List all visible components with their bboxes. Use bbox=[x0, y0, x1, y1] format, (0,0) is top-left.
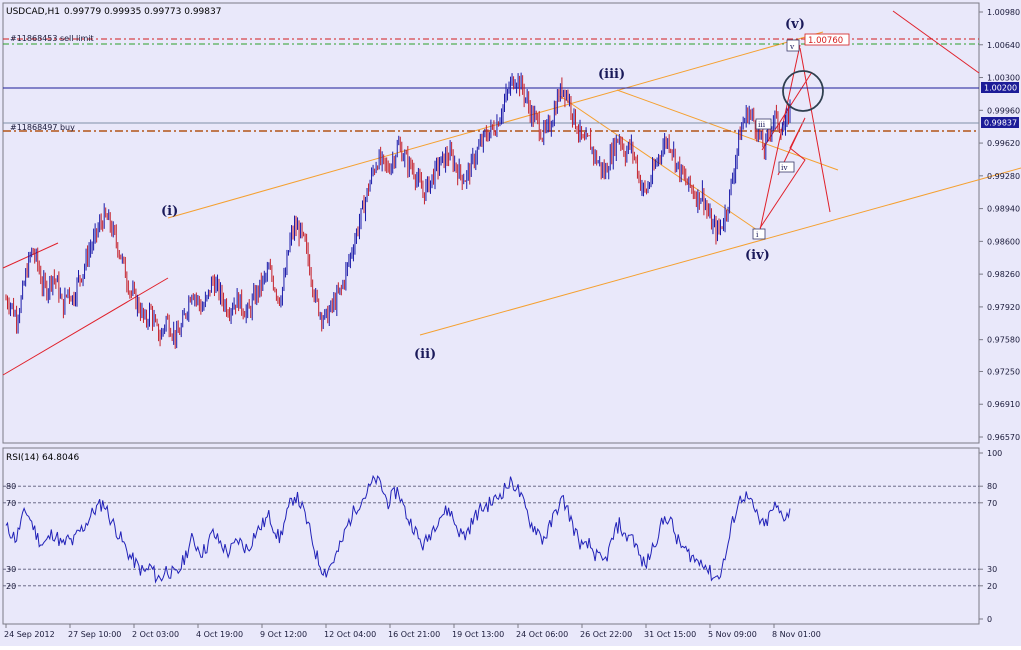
time-tick-label: 16 Oct 21:00 bbox=[388, 630, 440, 639]
time-tick-label: 27 Sep 10:00 bbox=[68, 630, 121, 639]
rsi-level-label: 80 bbox=[6, 482, 16, 491]
lower-channel-line bbox=[419, 167, 1021, 336]
rsi-tick-label: 0 bbox=[987, 615, 992, 624]
price-tick-label: 0.96570 bbox=[987, 433, 1020, 442]
time-tick-label: 5 Nov 09:00 bbox=[708, 630, 757, 639]
time-tick-label: 12 Oct 04:00 bbox=[324, 630, 376, 639]
rsi-tick-label: 80 bbox=[987, 482, 997, 491]
time-tick-label: 31 Oct 15:00 bbox=[644, 630, 696, 639]
price-tick-label: 1.00980 bbox=[987, 8, 1020, 17]
sub-wave-label-iii: iii bbox=[758, 120, 766, 129]
price-tick-label: 0.99620 bbox=[987, 139, 1020, 148]
wave-iv-channel-lower bbox=[559, 95, 761, 233]
price-tick-label: 0.97250 bbox=[987, 367, 1020, 376]
rsi-line bbox=[5, 474, 791, 584]
sub-wave-label-iv: iv bbox=[781, 163, 788, 172]
rsi-level-label: 30 bbox=[6, 565, 16, 574]
resistance-price-tag: 1.00200 bbox=[984, 84, 1017, 93]
time-tick-label: 24 Sep 2012 bbox=[4, 630, 55, 639]
wave-label-v: (v) bbox=[785, 17, 805, 32]
wave-label-ii: (ii) bbox=[414, 347, 436, 362]
time-tick-label: 24 Oct 06:00 bbox=[516, 630, 568, 639]
rsi-left-labels: 80 70 30 20 bbox=[6, 482, 16, 591]
projection-line-top bbox=[759, 44, 801, 231]
sub-wave-labels: i iii iv v bbox=[752, 39, 800, 240]
price-tick-label: 0.97920 bbox=[987, 303, 1020, 312]
red-channel-lower bbox=[2, 277, 169, 376]
upper-channel-line bbox=[167, 31, 824, 219]
rsi-tick-label: 100 bbox=[987, 449, 1002, 458]
price-tick-label: 0.99960 bbox=[987, 106, 1020, 115]
rsi-level-label: 20 bbox=[6, 582, 16, 591]
wave-labels: (i) (ii) (iii) (iv) (v) bbox=[161, 17, 805, 362]
price-tick-label: 1.00300 bbox=[987, 74, 1020, 83]
price-tick-label: 0.98600 bbox=[987, 237, 1020, 246]
red-trend-line-top-right bbox=[892, 10, 980, 74]
price-tick-label: 0.96910 bbox=[987, 400, 1020, 409]
price-tick-label: 0.99280 bbox=[987, 172, 1020, 181]
wave-label-iv: (iv) bbox=[745, 248, 770, 263]
sub-wave-label-i: i bbox=[756, 230, 759, 239]
chart-header-ohlc: 0.99779 0.99935 0.99773 0.99837 bbox=[64, 7, 221, 17]
rsi-tick-label: 20 bbox=[987, 582, 997, 591]
price-tick-label: 0.98260 bbox=[987, 270, 1020, 279]
price-tick-label: 1.00640 bbox=[987, 41, 1020, 50]
price-panel[interactable] bbox=[2, 2, 980, 444]
time-tick-label: 26 Oct 22:00 bbox=[580, 630, 632, 639]
rsi-level-label: 70 bbox=[6, 499, 16, 508]
buy-order-label: #11868497 buy bbox=[10, 123, 75, 132]
chart-header-symbol: USDCAD,H1 bbox=[6, 7, 60, 17]
current-price-tag: 0.99837 bbox=[984, 119, 1017, 128]
time-tick-label: 9 Oct 12:00 bbox=[260, 630, 307, 639]
time-tick-label: 2 Oct 03:00 bbox=[132, 630, 179, 639]
price-candles bbox=[5, 72, 791, 349]
rsi-panel[interactable] bbox=[2, 447, 980, 625]
time-tick-label: 19 Oct 13:00 bbox=[452, 630, 504, 639]
sell-limit-label: #11868453 sell limit bbox=[10, 34, 94, 43]
price-tick-label: 0.97580 bbox=[987, 336, 1020, 345]
rsi-title: RSI(14) 64.8046 bbox=[6, 453, 79, 463]
sub-wave-label-v: v bbox=[789, 42, 795, 51]
time-axis: 24 Sep 2012 27 Sep 10:00 2 Oct 03:00 4 Oct … bbox=[4, 624, 821, 639]
target-price-label: 1.00760 bbox=[808, 36, 843, 46]
rsi-axis: 100 80 70 30 20 0 bbox=[979, 449, 1002, 624]
projection-path bbox=[759, 117, 806, 229]
time-tick-label: 4 Oct 19:00 bbox=[196, 630, 243, 639]
price-axis: 1.00980 1.00640 1.00300 0.99960 0.99620 0.992… bbox=[979, 8, 1020, 442]
wave-label-iii: (iii) bbox=[598, 67, 625, 82]
projection-line-down bbox=[799, 47, 831, 213]
target-circle bbox=[782, 70, 824, 112]
wave-label-i: (i) bbox=[161, 204, 178, 219]
rsi-tick-label: 30 bbox=[987, 565, 997, 574]
price-tick-label: 0.98940 bbox=[987, 205, 1020, 214]
rsi-tick-label: 70 bbox=[987, 499, 997, 508]
time-tick-label: 8 Nov 01:00 bbox=[772, 630, 821, 639]
